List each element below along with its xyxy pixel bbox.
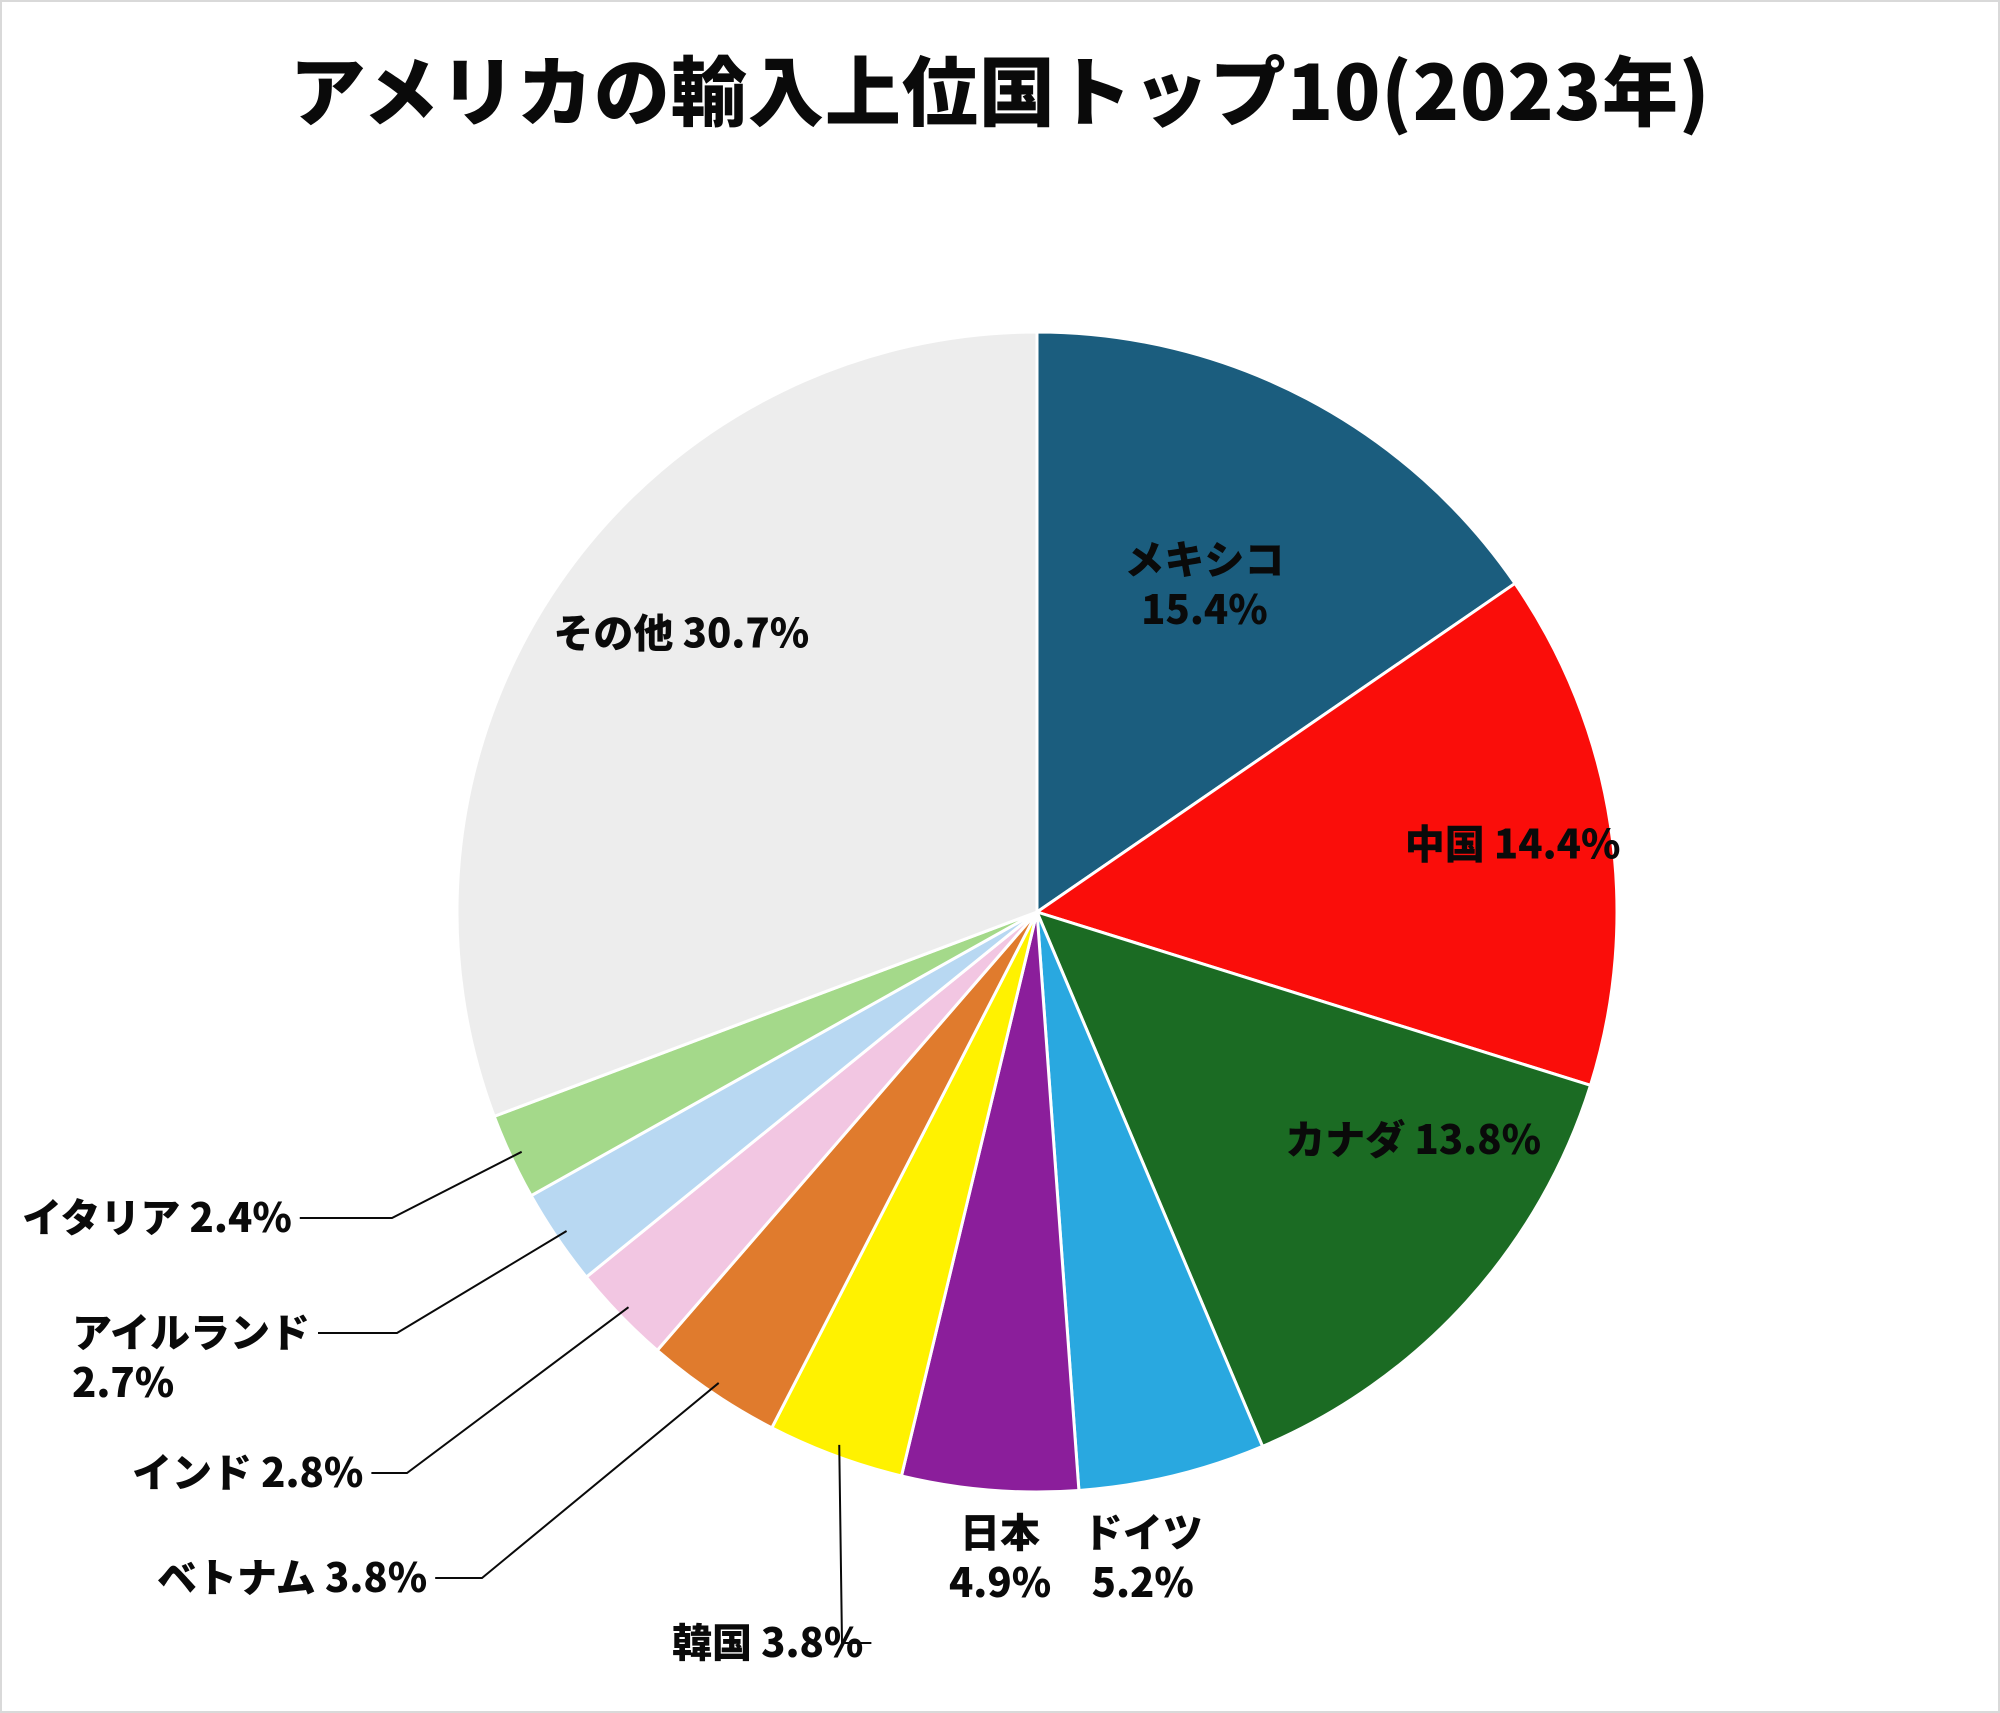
slice-label: その他 30.7% [553, 601, 809, 659]
slice-label: 日本4.9% [949, 1501, 1051, 1609]
slice-label: ベトナム 3.8% [157, 1546, 427, 1604]
leader-line [300, 1152, 522, 1218]
slice-label: 韓国 3.8% [672, 1611, 863, 1669]
leader-line [371, 1307, 628, 1473]
chart-title: アメリカの輸入上位国トップ10(2023年) [2, 32, 1998, 142]
slice-label: イタリア 2.4% [22, 1186, 292, 1244]
slice-label: アイルランド2.7% [72, 1301, 310, 1409]
slice-label: カナダ 13.8% [1285, 1108, 1541, 1166]
slice-label: インド 2.8% [132, 1441, 363, 1499]
slice-label: 中国 14.4% [1405, 812, 1621, 870]
slice-label: ドイツ5.2% [1083, 1501, 1203, 1609]
pie-chart: メキシコ15.4% 中国 14.4% カナダ 13.8% ドイツ5.2% 日本4.9% 韓… [2, 152, 2000, 1712]
leader-line [435, 1383, 719, 1578]
chart-frame: アメリカの輸入上位国トップ10(2023年) メキシコ15.4% 中国 14.4%… [0, 0, 2000, 1713]
slice-label: メキシコ15.4% [1124, 528, 1284, 636]
leader-line [318, 1231, 567, 1333]
